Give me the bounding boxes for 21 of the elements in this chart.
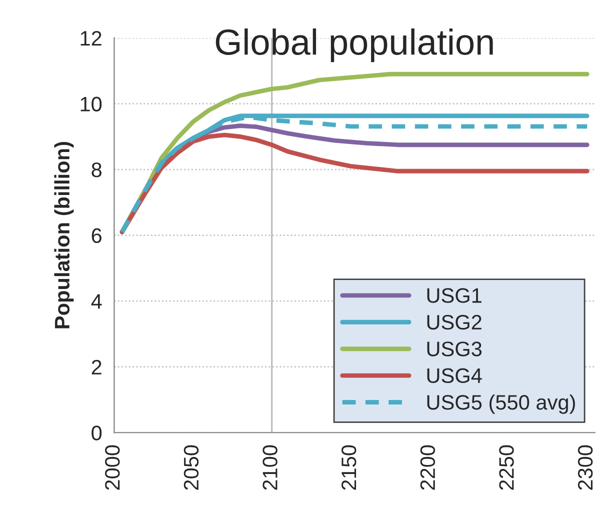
- y-tick-label: 4: [91, 294, 102, 309]
- legend-label: USG4: [427, 368, 482, 384]
- y-tick-label: 12: [80, 30, 102, 46]
- y-axis-title: Population (billion): [54, 142, 74, 328]
- y-tick-label: 8: [92, 162, 102, 178]
- x-tick-label: 2200: [420, 445, 436, 490]
- legend-label: USG1: [427, 288, 482, 303]
- legend-label: USG5 (550 avg): [427, 394, 575, 414]
- x-tick-label: 2050: [184, 445, 199, 490]
- x-tick-label: 2300: [578, 445, 593, 490]
- legend-label: USG2: [427, 314, 482, 330]
- x-tick-label: 2100: [262, 445, 278, 490]
- legend-label: USG3: [427, 342, 482, 356]
- y-tick-label: 0: [92, 426, 102, 440]
- y-tick-label: 2: [92, 360, 102, 374]
- x-tick-label: 2250: [499, 445, 514, 490]
- x-tick-label: 2150: [341, 445, 356, 490]
- x-tick-label: 2000: [105, 445, 120, 490]
- chart-title: Global population: [216, 28, 493, 62]
- y-tick-label: 6: [92, 228, 102, 244]
- y-tick-label: 10: [80, 96, 102, 112]
